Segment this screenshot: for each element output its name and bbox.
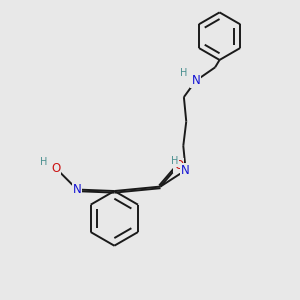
Text: H: H bbox=[40, 157, 47, 166]
Text: H: H bbox=[180, 68, 187, 78]
Text: O: O bbox=[174, 159, 184, 172]
Text: N: N bbox=[191, 74, 200, 87]
Text: N: N bbox=[181, 164, 190, 177]
Text: O: O bbox=[51, 162, 60, 175]
Text: N: N bbox=[73, 183, 82, 196]
Text: H: H bbox=[171, 156, 178, 166]
